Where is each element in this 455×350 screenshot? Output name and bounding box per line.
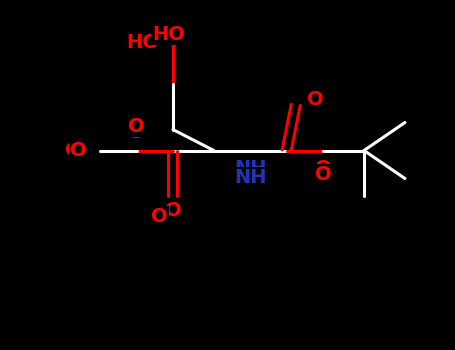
Text: NH: NH — [234, 159, 267, 177]
Text: O: O — [307, 90, 324, 109]
Text: O: O — [70, 141, 86, 160]
Text: NH: NH — [234, 168, 267, 187]
Text: O: O — [128, 118, 145, 136]
Text: O: O — [165, 201, 181, 219]
Text: O: O — [315, 164, 331, 183]
Text: O: O — [151, 206, 167, 225]
Text: O: O — [305, 89, 322, 107]
Text: HO: HO — [152, 26, 185, 44]
Text: HO: HO — [126, 33, 159, 51]
Text: O: O — [128, 124, 145, 142]
Text: O: O — [315, 159, 331, 177]
Text: O: O — [65, 141, 82, 160]
